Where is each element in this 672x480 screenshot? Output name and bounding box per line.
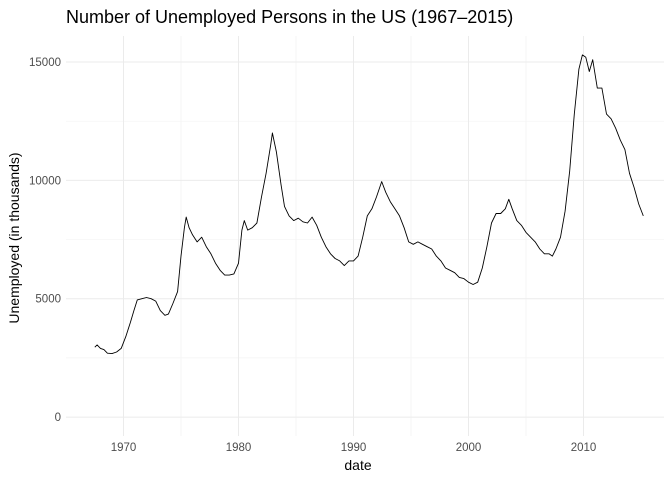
- x-tick-label: 1990: [341, 442, 367, 454]
- x-tick-label: 1980: [226, 442, 252, 454]
- x-tick-label: 2010: [571, 442, 597, 454]
- x-axis-title: date: [344, 457, 371, 473]
- data-series: [94, 54, 644, 355]
- y-axis-title: Unemployed (in thousands): [6, 152, 22, 323]
- y-tick-label: 10000: [29, 175, 61, 187]
- y-tick-label: 15000: [29, 57, 61, 69]
- x-tick-label: 2000: [456, 442, 482, 454]
- y-tick-label: 5000: [35, 294, 61, 306]
- tick-labels: 1970 1980 1990 2000 2010 0 5000 10000 15000: [29, 57, 596, 454]
- unemployment-line: [94, 54, 644, 355]
- x-tick-label: 1970: [111, 442, 137, 454]
- y-tick-label: 0: [55, 412, 61, 424]
- grid-lines: [66, 36, 664, 436]
- chart-title: Number of Unemployed Persons in the US (…: [66, 7, 513, 27]
